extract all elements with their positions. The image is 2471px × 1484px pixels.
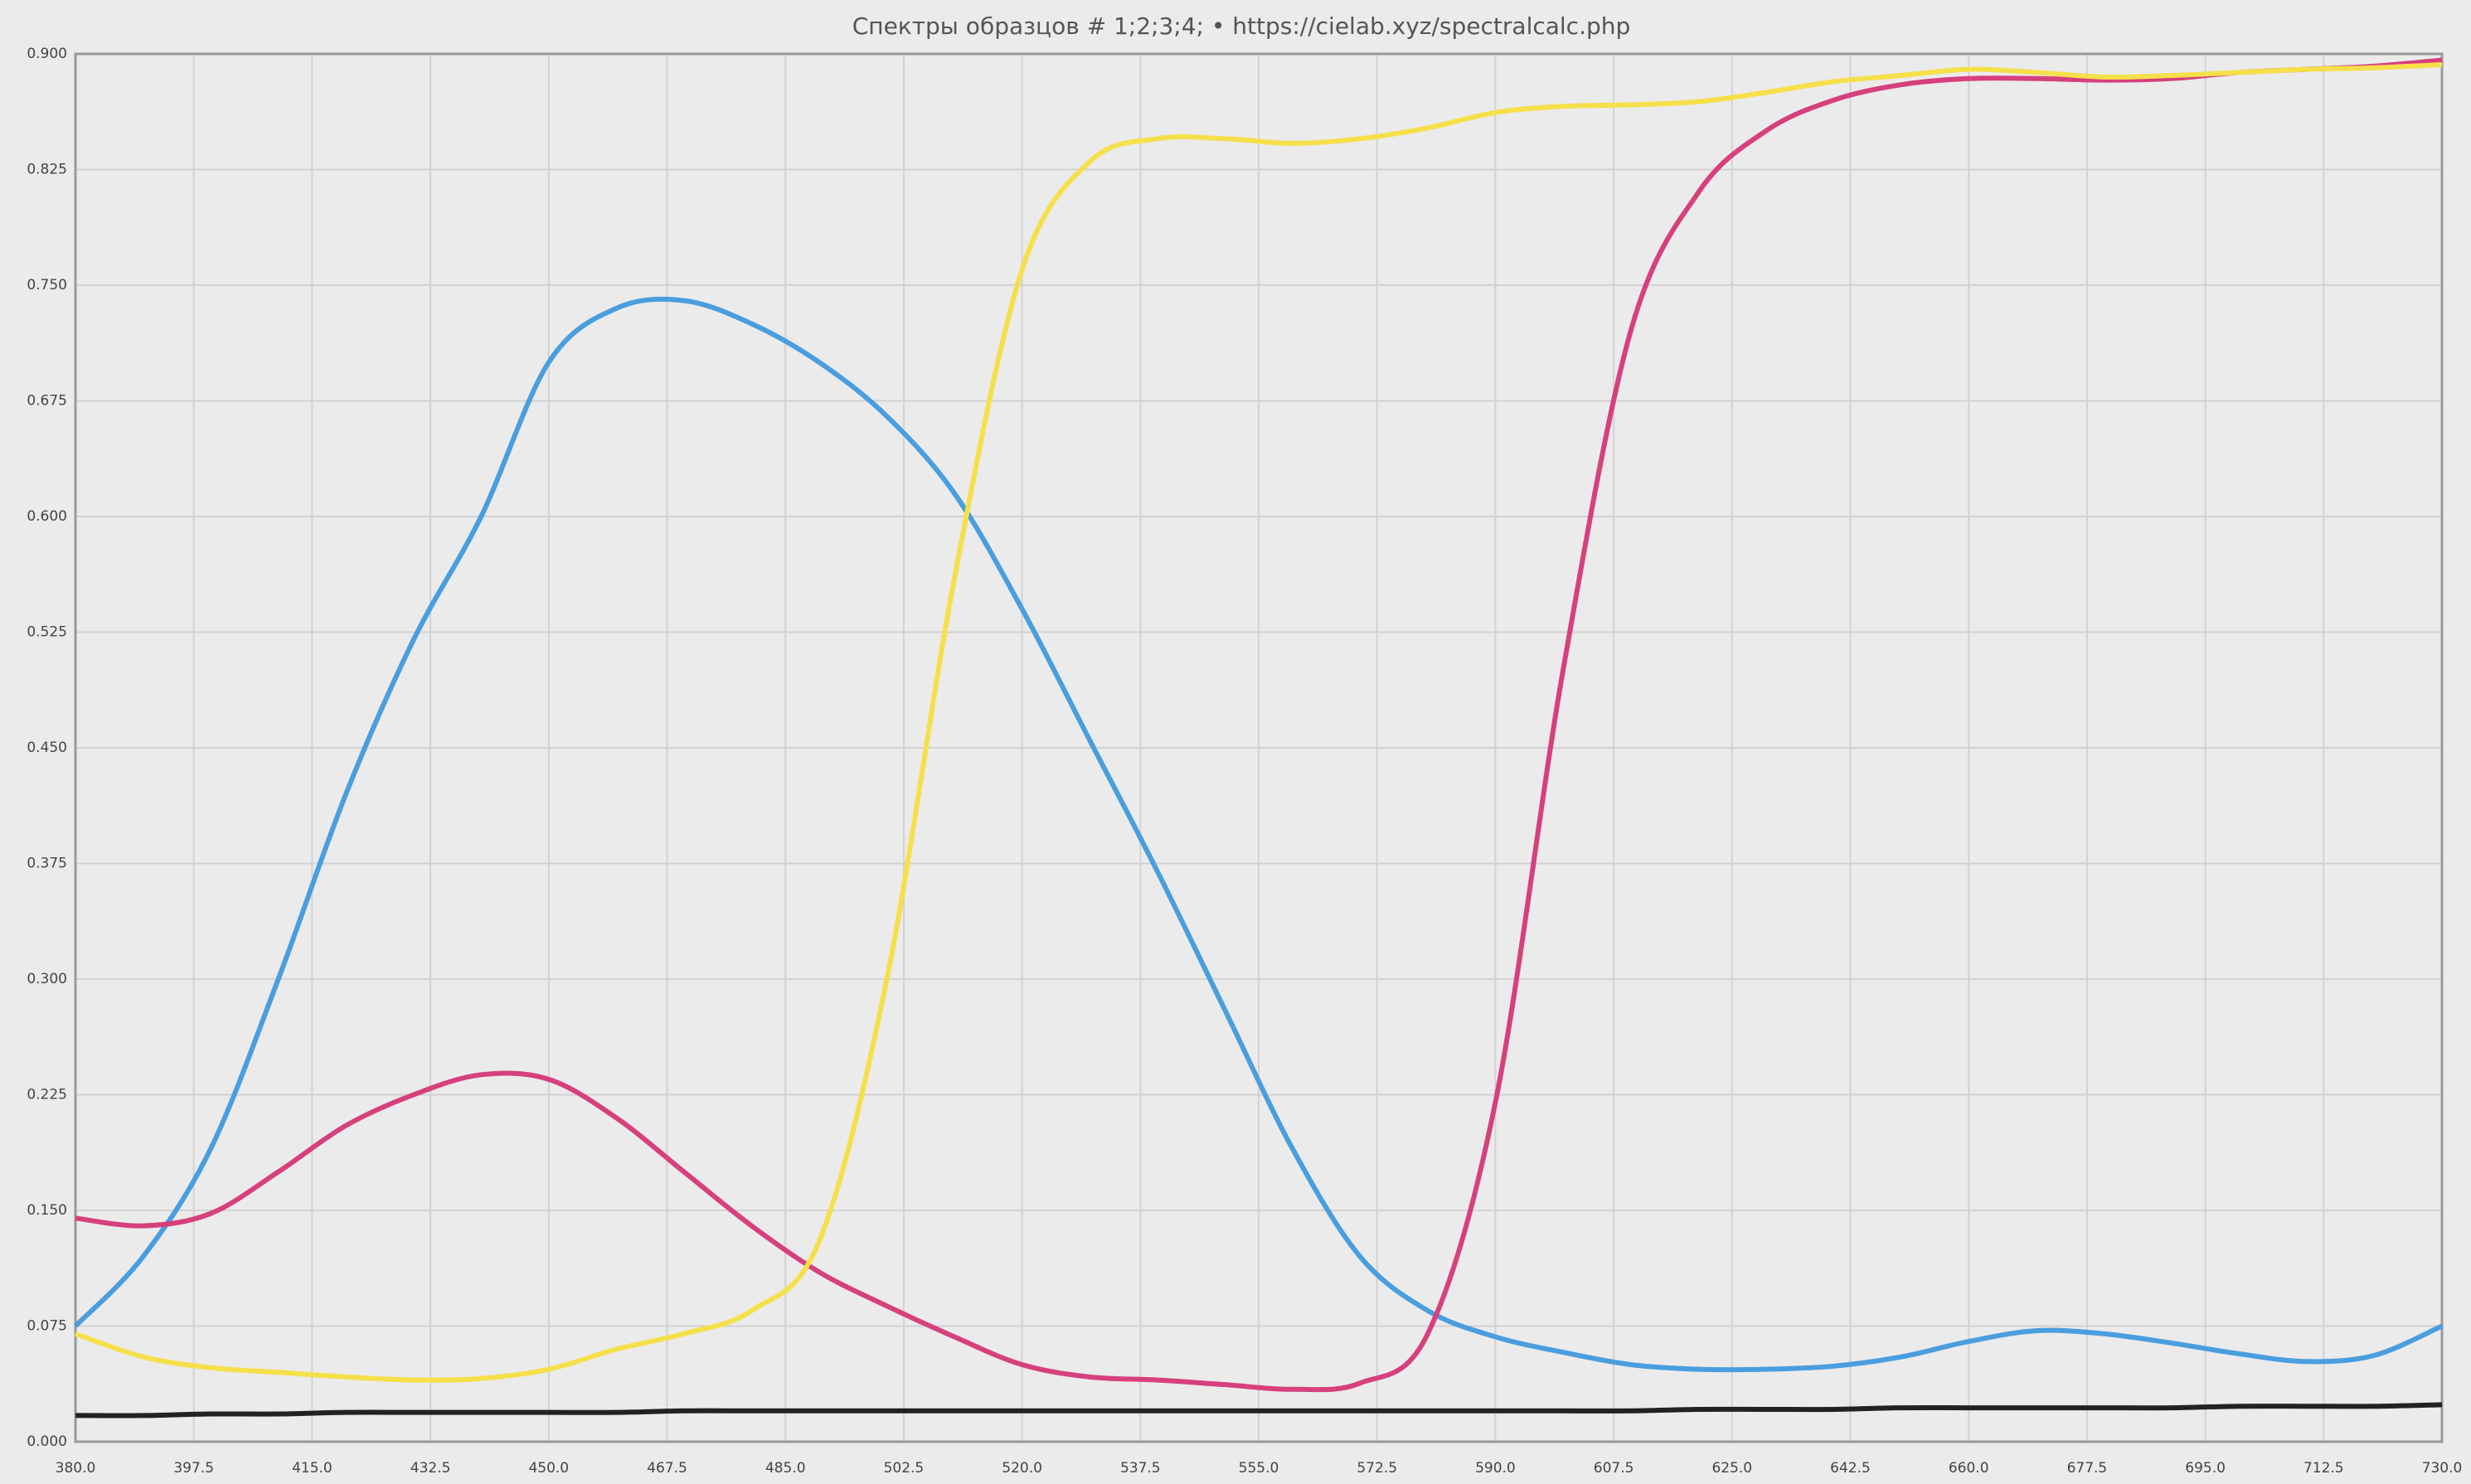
x-tick-label: 450.0	[528, 1460, 569, 1477]
line-series	[75, 57, 2443, 1393]
x-tick-label: 590.0	[1475, 1460, 1516, 1477]
line-series	[75, 1402, 2443, 1419]
x-tick-label: 572.5	[1357, 1460, 1397, 1477]
y-tick-label: 0.600	[27, 508, 67, 525]
x-tick-label: 485.0	[765, 1460, 806, 1477]
x-tick-label: 677.5	[2067, 1460, 2108, 1477]
y-tick-label: 0.450	[27, 740, 67, 756]
y-tick-label: 0.825	[27, 162, 67, 178]
y-tick-label: 0.300	[27, 971, 67, 987]
y-tick-label: 0.375	[27, 856, 67, 872]
y-tick-label: 0.000	[27, 1433, 67, 1450]
x-tick-label: 695.0	[2185, 1460, 2226, 1477]
x-tick-label: 642.5	[1830, 1460, 1871, 1477]
x-tick-label: 502.5	[884, 1460, 925, 1477]
x-tick-label: 660.0	[1949, 1460, 1989, 1477]
y-tick-label: 0.525	[27, 624, 67, 641]
x-tick-label: 520.0	[1002, 1460, 1042, 1477]
x-tick-label: 625.0	[1711, 1460, 1752, 1477]
y-tick-label: 0.225	[27, 1087, 67, 1103]
x-tick-label: 415.0	[292, 1460, 333, 1477]
line-series	[73, 296, 2444, 1373]
y-tick-label: 0.150	[27, 1202, 67, 1219]
x-tick-label: 607.5	[1594, 1460, 1634, 1477]
x-tick-label: 537.5	[1120, 1460, 1161, 1477]
chart-title: Спектры образцов # 1;2;3;4; • https://ci…	[852, 12, 1631, 40]
x-tick-label: 730.0	[2422, 1460, 2463, 1477]
line-series	[75, 62, 2443, 1383]
x-tick-label: 380.0	[56, 1460, 96, 1477]
x-tick-label: 397.5	[173, 1460, 214, 1477]
plot-border	[74, 52, 2444, 1443]
y-tick-label: 0.750	[27, 277, 67, 293]
x-tick-label: 467.5	[647, 1460, 687, 1477]
y-tick-label: 0.675	[27, 393, 67, 410]
x-tick-label: 712.5	[2304, 1460, 2344, 1477]
y-tick-label: 0.075	[27, 1318, 67, 1335]
x-tick-label: 555.0	[1239, 1460, 1279, 1477]
y-tick-label: 0.900	[27, 46, 67, 62]
x-tick-label: 432.5	[410, 1460, 451, 1477]
